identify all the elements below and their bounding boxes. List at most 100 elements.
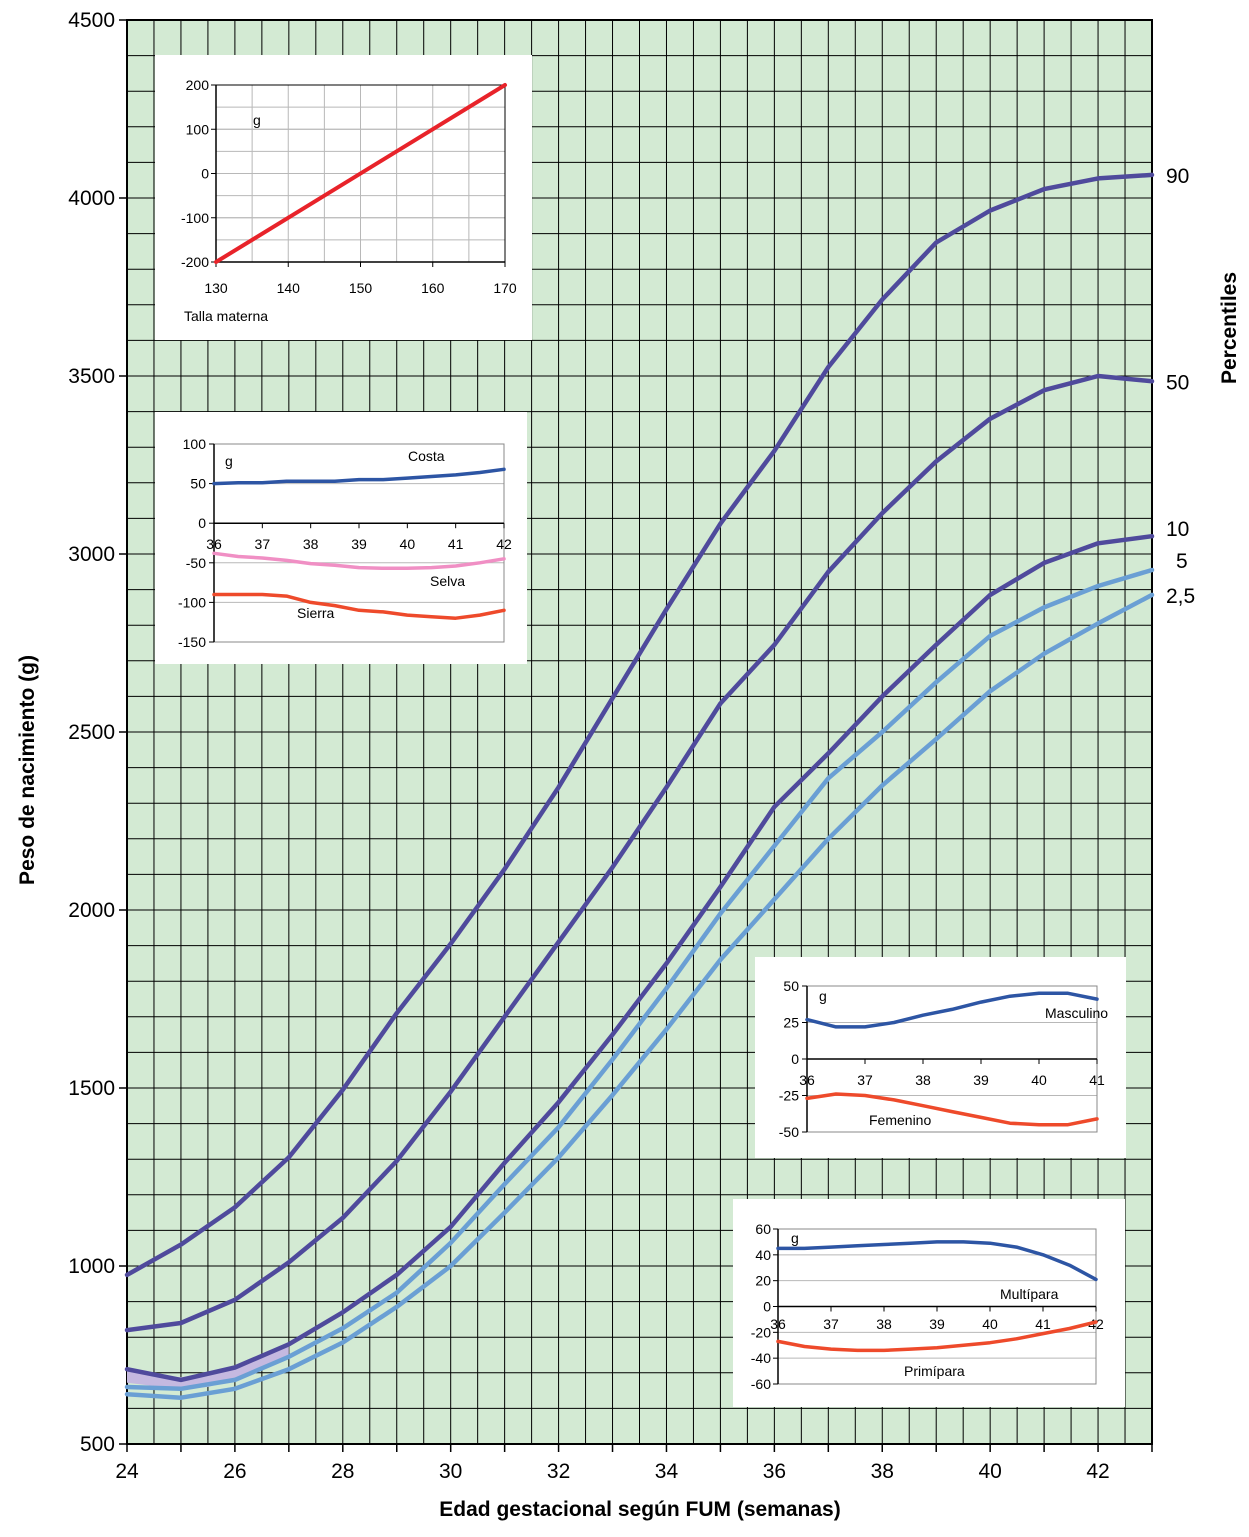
inset-y-tick-label: -100	[181, 210, 209, 226]
inset-x-tick-label: 36	[206, 536, 222, 552]
inset-y-tick-label: -100	[178, 594, 206, 610]
x-tick-label: 40	[978, 1460, 1001, 1483]
inset-y-tick-label: 100	[186, 121, 210, 137]
inset-x-tick-label: 130	[204, 280, 228, 296]
inset-x-tick-label: 140	[277, 280, 301, 296]
inset-series-label: Femenino	[869, 1112, 931, 1128]
x-tick-label: 36	[763, 1460, 786, 1483]
inset-y-tick-label: -40	[751, 1350, 771, 1366]
inset-series-line	[214, 83, 507, 264]
inset-x-tick-label: 170	[493, 280, 517, 296]
y-tick-label: 3500	[68, 365, 115, 388]
inset-x-tick-label: 36	[799, 1072, 815, 1088]
inset-x-tick-label: 42	[1088, 1316, 1104, 1332]
percentile-label-2-5: 2,5	[1166, 585, 1195, 608]
inset-y-tick-label: 25	[783, 1015, 799, 1031]
x-axis-title: Edad gestacional según FUM (semanas)	[439, 1498, 840, 1521]
x-tick-label: 28	[331, 1460, 354, 1483]
x-tick-label: 38	[871, 1460, 894, 1483]
inset-y-tick-label: 0	[201, 166, 209, 182]
inset-background	[155, 55, 532, 340]
inset-x-tick-label: 40	[400, 536, 416, 552]
inset-x-tick-label: 41	[1035, 1316, 1051, 1332]
x-tick-label: 42	[1086, 1460, 1109, 1483]
inset-y-tick-label: 0	[198, 515, 206, 531]
y-tick-label: 4500	[68, 9, 115, 32]
inset-y-tick-label: -50	[186, 555, 206, 571]
inset-background	[733, 1199, 1125, 1407]
percentile-line-90	[124, 172, 1155, 1278]
inset-y-tick-label: -60	[751, 1376, 771, 1392]
x-tick-label: 26	[223, 1460, 246, 1483]
inset-x-tick-label: 37	[857, 1072, 873, 1088]
inset-x-tick-label: 38	[303, 536, 319, 552]
inset-series-label: Masculino	[1045, 1005, 1108, 1021]
inset-series-label: Selva	[430, 573, 465, 589]
inset-unit-label: g	[225, 453, 233, 469]
inset-y-tick-label: 0	[763, 1299, 771, 1315]
inset-y-tick-label: 100	[183, 436, 207, 452]
inset-x-tick-label: 42	[496, 536, 512, 552]
inset-x-tick-label: 37	[255, 536, 271, 552]
x-tick-label: 34	[655, 1460, 679, 1483]
inset-x-tick-label: 41	[1089, 1072, 1105, 1088]
percentile-label-5: 5	[1176, 550, 1188, 573]
inset-y-tick-label: 60	[755, 1221, 771, 1237]
inset-1: -200 -100 0 100 200 130 140 150 160 170 g Talla mat…	[155, 55, 532, 340]
inset-y-tick-label: -20	[751, 1324, 771, 1340]
inset-x-tick-label: 36	[770, 1316, 786, 1332]
inset-series-label: Primípara	[904, 1363, 965, 1379]
percentile-label-90: 90	[1166, 165, 1189, 188]
inset-x-axis-title: Talla materna	[184, 308, 268, 324]
y-tick-label: 3000	[68, 543, 115, 566]
inset-series-line-multípara	[776, 1240, 1098, 1282]
y-axis-title: Peso de nacimiento (g)	[16, 655, 39, 885]
inset-series-label: Multípara	[1000, 1286, 1059, 1302]
inset-series-line-femenino	[805, 1092, 1099, 1127]
inset-x-tick-label: 160	[421, 280, 445, 296]
inset-x-tick-label: 40	[982, 1316, 998, 1332]
inset-y-tick-label: 50	[783, 978, 799, 994]
x-tick-label: 24	[115, 1460, 139, 1483]
inset-background	[755, 957, 1126, 1158]
main-axes: Edad gestacional según FUM (semanas) Pes…	[16, 9, 1241, 1521]
inset-series-line-selva	[212, 551, 506, 571]
y-tick-label: 2500	[68, 721, 115, 744]
percentile-line-10	[124, 533, 1155, 1383]
x-tick-label: 32	[547, 1460, 570, 1483]
inset-y-tick-label: 20	[755, 1273, 771, 1289]
inset-x-tick-label: 38	[915, 1072, 931, 1088]
inset-series-line-sierra	[212, 592, 506, 620]
inset-series-label: Sierra	[297, 605, 335, 621]
percentile-label-50: 50	[1166, 371, 1189, 394]
inset-x-tick-label: 37	[823, 1316, 839, 1332]
inset-y-tick-label: -200	[181, 254, 209, 270]
inset-x-tick-label: 150	[349, 280, 373, 296]
inset-y-tick-label: -150	[178, 634, 206, 650]
y-tick-label: 1500	[68, 1077, 115, 1100]
inset-2: -150 -100 -50 0 50 100 36 37 38 39 40 41 42 g Costa Sel…	[155, 412, 527, 664]
inset-background	[155, 412, 527, 664]
inset-series-line-primípara	[776, 1320, 1098, 1353]
inset-y-tick-label: -25	[779, 1088, 799, 1104]
inset-unit-label: g	[791, 1230, 799, 1246]
inset-x-tick-label: 40	[1031, 1072, 1047, 1088]
y-tick-label: 4000	[68, 187, 115, 210]
y-tick-label: 500	[80, 1433, 115, 1456]
inset-y-tick-label: 50	[190, 476, 206, 492]
inset-x-tick-label: 41	[448, 536, 464, 552]
inset-x-tick-label: 39	[973, 1072, 989, 1088]
inset-series-line-costa	[212, 467, 506, 486]
inset-y-tick-label: -50	[779, 1124, 799, 1140]
inset-x-tick-label: 39	[351, 536, 367, 552]
y-tick-label: 2000	[68, 899, 115, 922]
inset-4: -60 -40 -20 0 20 40 60 36 37 38 39 40 41 42 g Multípara…	[733, 1199, 1125, 1407]
inset-3: -50 -25 0 25 50 36 37 38 39 40 41 g Masculino Femenin…	[755, 957, 1126, 1158]
inset-y-tick-label: 40	[755, 1247, 771, 1263]
inset-y-tick-label: 200	[186, 77, 210, 93]
inset-series-label: Costa	[408, 448, 445, 464]
inset-x-tick-label: 38	[876, 1316, 892, 1332]
percentiles-title: Percentiles	[1218, 272, 1241, 384]
